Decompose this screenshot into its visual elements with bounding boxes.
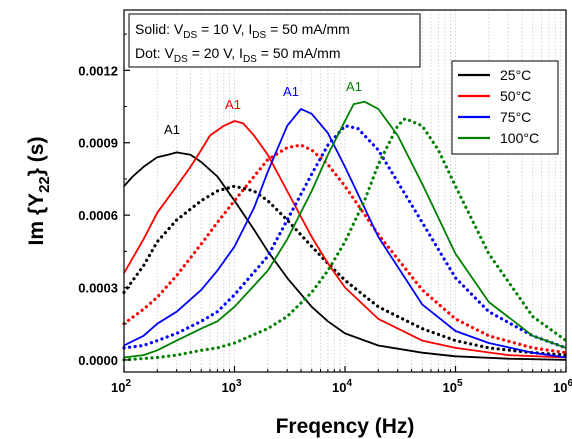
series-layer xyxy=(122,100,568,362)
x-tick-label: 102 xyxy=(111,378,131,395)
condition-dot-isub: DS xyxy=(243,54,257,65)
condition-box: Solid: VDS = 10 V, IDS = 50 mA/mm Dot: V… xyxy=(128,13,421,68)
x-tick-exp: 3 xyxy=(236,378,242,389)
x-tick-base: 10 xyxy=(553,380,567,395)
peak-label-25c: A1 xyxy=(164,122,180,137)
condition-solid-vsub: DS xyxy=(183,30,197,41)
condition-dot: Dot: VDS = 20 V, IDS = 50 mA/mm xyxy=(135,45,341,65)
condition-solid-isub: DS xyxy=(252,30,266,41)
series-dot-100c xyxy=(122,116,568,362)
x-tick-label: 106 xyxy=(553,378,572,395)
y-tick-label: 0.0000 xyxy=(78,353,118,368)
peak-label-75c: A1 xyxy=(283,84,299,99)
y-tick-labels: 0.0000 0.0003 0.0006 0.0009 0.0012 xyxy=(78,63,118,368)
series-dot-75c xyxy=(122,124,568,350)
y-tick-label: 0.0009 xyxy=(78,136,118,151)
x-tick-exp: 2 xyxy=(125,378,131,389)
x-tick-labels: 102 103 104 105 106 xyxy=(111,378,572,395)
peak-label-50c: A1 xyxy=(225,97,241,112)
x-tick-exp: 6 xyxy=(567,378,572,389)
condition-box-frame xyxy=(128,13,421,68)
condition-solid-vval: = 10 V, I xyxy=(197,21,252,37)
x-tick-exp: 4 xyxy=(346,378,352,389)
y-tick-label: 0.0003 xyxy=(78,281,118,296)
legend-label-25c: 25°C xyxy=(500,67,531,83)
series-solid-100c xyxy=(123,100,567,359)
condition-dot-ival: = 50 mA/mm xyxy=(257,45,341,61)
series-solid-50c xyxy=(123,120,567,359)
x-tick-label: 104 xyxy=(332,378,352,395)
series-solid-25c xyxy=(123,151,567,361)
series-dot-25c xyxy=(122,184,568,357)
y-axis-title-tail: } (s) xyxy=(25,137,48,177)
x-tick-base: 10 xyxy=(332,380,346,395)
legend-label-100c: 100°C xyxy=(500,130,539,146)
x-tick-label: 105 xyxy=(442,378,462,395)
x-tick-exp: 5 xyxy=(457,378,463,389)
series-dot-50c xyxy=(122,143,568,355)
x-tick-label: 103 xyxy=(221,378,241,395)
x-tick-base: 10 xyxy=(221,380,235,395)
condition-solid: Solid: VDS = 10 V, IDS = 50 mA/mm xyxy=(135,21,350,41)
y-axis-title: Im {Y22} (s) xyxy=(25,137,53,246)
condition-solid-ival: = 50 mA/mm xyxy=(266,21,350,37)
condition-solid-prefix: Solid: V xyxy=(135,21,184,37)
y-tick-label: 0.0012 xyxy=(78,63,118,78)
legend-label-50c: 50°C xyxy=(500,88,531,104)
condition-dot-vsub: DS xyxy=(174,54,188,65)
x-axis-title: Freqency (Hz) xyxy=(276,415,415,438)
x-tick-base: 10 xyxy=(442,380,456,395)
peak-labels: A1 A1 A1 A1 xyxy=(164,79,362,137)
x-tick-base: 10 xyxy=(111,380,125,395)
y-axis-title-main: Im {Y xyxy=(25,193,48,246)
y-tick-label: 0.0006 xyxy=(78,208,118,223)
axis-ticks-layer xyxy=(123,33,567,372)
legend-label-75c: 75°C xyxy=(500,109,531,125)
y-axis-title-sub: 22 xyxy=(36,176,53,193)
condition-dot-vval: = 20 V, I xyxy=(188,45,243,61)
series-solid-75c xyxy=(123,108,567,359)
peak-label-100c: A1 xyxy=(346,79,362,94)
condition-dot-prefix: Dot: V xyxy=(135,45,175,61)
legend: 25°C 50°C 75°C 100°C xyxy=(451,60,559,155)
